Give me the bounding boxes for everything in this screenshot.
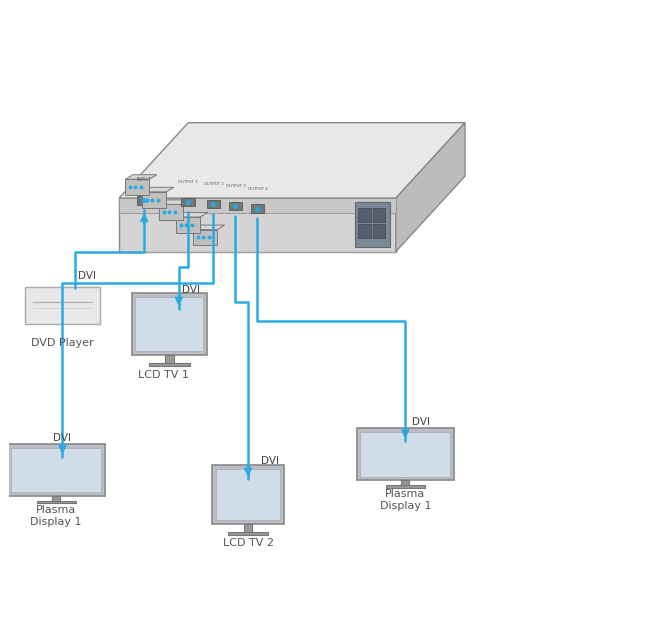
Polygon shape <box>137 196 151 204</box>
FancyBboxPatch shape <box>28 291 100 325</box>
Polygon shape <box>355 203 389 247</box>
Text: OUTPUT 4: OUTPUT 4 <box>248 187 267 191</box>
FancyBboxPatch shape <box>360 432 450 477</box>
Text: Plasma
Display 1: Plasma Display 1 <box>380 489 431 511</box>
FancyBboxPatch shape <box>228 532 268 535</box>
Text: LCD TV 1: LCD TV 1 <box>138 370 188 380</box>
FancyBboxPatch shape <box>149 363 190 367</box>
FancyBboxPatch shape <box>215 469 280 520</box>
Polygon shape <box>228 202 243 210</box>
FancyBboxPatch shape <box>356 428 454 481</box>
Text: DVI: DVI <box>261 455 279 465</box>
Text: OUTPUT 2: OUTPUT 2 <box>204 182 223 186</box>
Text: DVD Player: DVD Player <box>31 338 94 348</box>
Polygon shape <box>181 198 195 206</box>
Text: DVI: DVI <box>78 272 96 282</box>
Text: DVI: DVI <box>182 285 200 295</box>
FancyBboxPatch shape <box>212 465 284 523</box>
Text: OUTPUT 1: OUTPUT 1 <box>179 181 198 184</box>
FancyBboxPatch shape <box>401 481 409 486</box>
FancyBboxPatch shape <box>386 486 425 487</box>
Polygon shape <box>142 187 174 192</box>
Polygon shape <box>119 198 396 213</box>
FancyBboxPatch shape <box>358 208 371 221</box>
Text: DVI: DVI <box>411 418 430 428</box>
FancyBboxPatch shape <box>135 298 203 351</box>
FancyBboxPatch shape <box>7 444 105 496</box>
FancyBboxPatch shape <box>52 496 60 501</box>
Polygon shape <box>159 204 183 220</box>
Text: OUTPUT 3: OUTPUT 3 <box>226 184 245 188</box>
FancyBboxPatch shape <box>11 448 101 493</box>
FancyBboxPatch shape <box>373 208 385 221</box>
Polygon shape <box>396 123 465 252</box>
Polygon shape <box>159 200 191 204</box>
Polygon shape <box>193 225 225 230</box>
FancyBboxPatch shape <box>37 501 76 503</box>
FancyBboxPatch shape <box>25 287 100 323</box>
FancyBboxPatch shape <box>373 224 385 238</box>
Text: INPUT: INPUT <box>137 177 151 182</box>
Polygon shape <box>119 123 465 198</box>
Polygon shape <box>193 230 217 245</box>
FancyBboxPatch shape <box>165 355 174 363</box>
Text: LCD TV 2: LCD TV 2 <box>223 538 274 548</box>
FancyBboxPatch shape <box>131 294 207 355</box>
FancyBboxPatch shape <box>358 224 371 238</box>
Text: DVI: DVI <box>53 433 71 443</box>
Polygon shape <box>142 192 166 208</box>
Text: Plasma
Display 1: Plasma Display 1 <box>30 505 82 527</box>
Polygon shape <box>250 204 265 213</box>
Polygon shape <box>126 179 149 195</box>
FancyBboxPatch shape <box>244 523 252 532</box>
Polygon shape <box>177 217 200 233</box>
Polygon shape <box>206 200 221 208</box>
Polygon shape <box>119 198 396 252</box>
Polygon shape <box>126 175 157 179</box>
Polygon shape <box>177 213 208 217</box>
